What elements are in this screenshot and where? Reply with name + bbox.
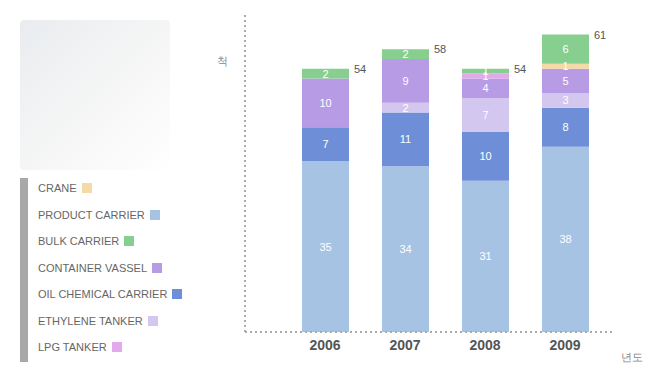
svg-text:1: 1	[562, 60, 568, 72]
svg-text:척: 척	[217, 55, 228, 67]
svg-text:2: 2	[322, 68, 328, 80]
svg-text:2007: 2007	[389, 337, 420, 353]
svg-text:54: 54	[354, 63, 366, 75]
svg-text:35: 35	[319, 241, 331, 253]
svg-text:38: 38	[559, 233, 571, 245]
svg-text:3: 3	[562, 94, 568, 106]
svg-text:11: 11	[400, 133, 411, 145]
svg-text:2: 2	[402, 102, 408, 114]
svg-text:7: 7	[322, 138, 328, 150]
svg-text:8: 8	[562, 121, 568, 133]
svg-text:2009: 2009	[549, 337, 580, 353]
svg-text:5: 5	[562, 75, 568, 87]
svg-text:34: 34	[399, 243, 411, 255]
html-text:CONTAINER VASSEL: CONTAINER VASSEL	[38, 261, 147, 274]
html-text:LPG TANKER: LPG TANKER	[38, 341, 107, 353]
svg-text:31: 31	[479, 250, 491, 262]
svg-text:2008: 2008	[469, 337, 500, 353]
svg-text:6: 6	[562, 43, 568, 55]
svg-text:58: 58	[434, 43, 446, 55]
svg-text:1: 1	[482, 65, 488, 77]
svg-text:10: 10	[319, 97, 331, 109]
svg-text:4: 4	[482, 82, 488, 94]
svg-text:54: 54	[514, 63, 526, 75]
html-text:ETHYLENE TANKER: ETHYLENE TANKER	[38, 314, 143, 327]
html-text:OIL CHEMICAL CARRIER: OIL CHEMICAL CARRIER	[38, 288, 168, 300]
svg-text:10: 10	[479, 150, 491, 162]
svg-text:2: 2	[402, 48, 408, 60]
svg-text:년도: 년도	[621, 351, 643, 363]
svg-text:7: 7	[482, 109, 488, 121]
svg-text:9: 9	[402, 75, 408, 87]
html-text:PRODUCT CARRIER: PRODUCT CARRIER	[38, 208, 145, 221]
svg-text:2006: 2006	[309, 337, 340, 353]
svg-text:61: 61	[594, 29, 606, 41]
html-text:BULK CARRIER: BULK CARRIER	[38, 235, 120, 247]
html-text:CRANE: CRANE	[38, 182, 77, 194]
